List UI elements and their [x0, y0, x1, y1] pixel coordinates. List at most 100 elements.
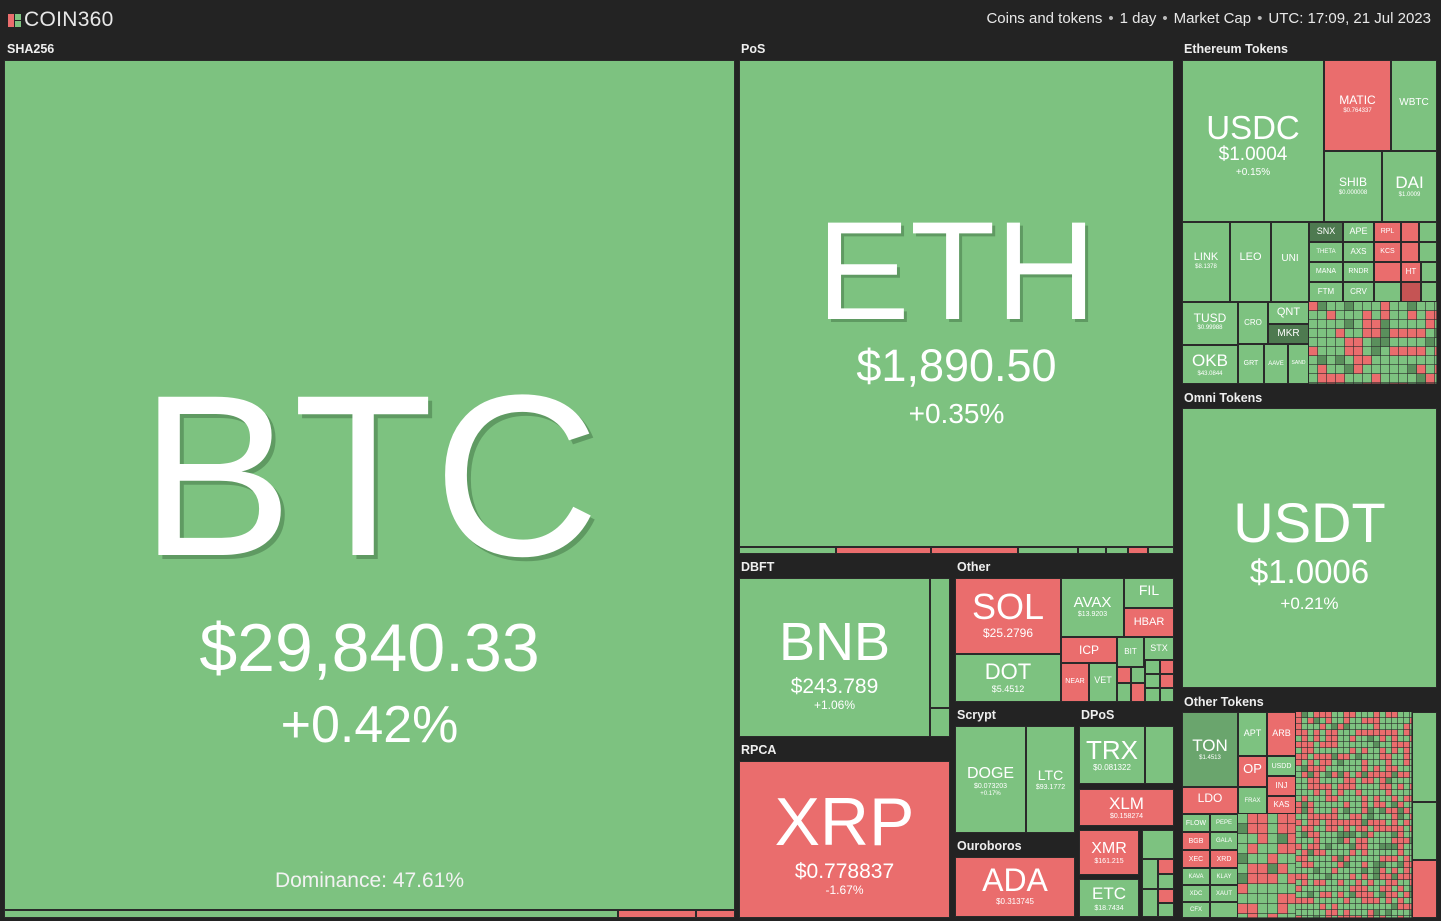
small-cap-cell[interactable]: [1356, 808, 1362, 814]
small-cap-cell[interactable]: [1398, 862, 1404, 868]
eth-token-small-tile[interactable]: [1401, 222, 1419, 242]
small-cap-cell[interactable]: [1314, 844, 1320, 850]
small-cap-cell[interactable]: [1332, 856, 1338, 862]
small-cap-cell[interactable]: [1278, 814, 1288, 824]
small-cap-cell[interactable]: [1344, 736, 1350, 742]
small-cap-cell[interactable]: [1386, 754, 1392, 760]
small-cap-cell[interactable]: [1326, 880, 1332, 886]
small-cap-cell[interactable]: [1386, 820, 1392, 826]
small-cap-cell[interactable]: [1308, 862, 1314, 868]
small-cap-cell[interactable]: [1426, 338, 1435, 347]
small-cap-cell[interactable]: [1426, 302, 1435, 311]
small-cap-cell[interactable]: [1332, 814, 1338, 820]
small-cap-cell[interactable]: [1356, 736, 1362, 742]
small-cap-cell[interactable]: [1308, 844, 1314, 850]
small-cap-cell[interactable]: [1374, 850, 1380, 856]
small-cap-cell[interactable]: [1326, 772, 1332, 778]
small-cap-cell[interactable]: [1392, 838, 1398, 844]
small-cap-cell[interactable]: [1380, 736, 1386, 742]
small-cap-cell[interactable]: [1326, 844, 1332, 850]
small-cap-cell[interactable]: [1345, 311, 1354, 320]
small-cap-cell[interactable]: [1368, 736, 1374, 742]
small-cap-cell[interactable]: [1332, 886, 1338, 892]
small-cap-cell[interactable]: [1368, 826, 1374, 832]
small-cap-cell[interactable]: [1320, 802, 1326, 808]
small-cap-cell[interactable]: [1238, 834, 1248, 844]
small-cap-cell[interactable]: [1398, 838, 1404, 844]
small-cap-cell[interactable]: [1302, 838, 1308, 844]
small-cap-cell[interactable]: [1326, 862, 1332, 868]
small-cap-cell[interactable]: [1338, 772, 1344, 778]
small-cap-cell[interactable]: [1336, 365, 1345, 374]
small-cap-cell[interactable]: [1362, 784, 1368, 790]
small-cap-cell[interactable]: [1336, 302, 1345, 311]
small-cap-cell[interactable]: [1338, 796, 1344, 802]
small-cap-cell[interactable]: [1302, 880, 1308, 886]
small-cap-cell[interactable]: [1338, 736, 1344, 742]
small-cap-cell[interactable]: [1344, 712, 1350, 718]
small-cap-cell[interactable]: [1399, 365, 1408, 374]
small-cap-cell[interactable]: [1332, 724, 1338, 730]
small-cap-cell[interactable]: [1381, 302, 1390, 311]
small-cap-cell[interactable]: [1374, 802, 1380, 808]
small-cap-cell[interactable]: [1380, 874, 1386, 880]
tile-uni[interactable]: UNI: [1271, 222, 1309, 302]
small-cap-cell[interactable]: [1368, 778, 1374, 784]
small-cap-cell[interactable]: [1380, 748, 1386, 754]
small-cap-cell[interactable]: [1410, 850, 1412, 856]
small-cap-cell[interactable]: [1362, 868, 1368, 874]
other-small-tile[interactable]: [1131, 683, 1145, 702]
small-cap-cell[interactable]: [1338, 826, 1344, 832]
small-cap-cell[interactable]: [1362, 736, 1368, 742]
small-cap-cell[interactable]: [1386, 796, 1392, 802]
small-cap-cell[interactable]: [1258, 894, 1268, 904]
small-cap-cell[interactable]: [1386, 886, 1392, 892]
small-cap-cell[interactable]: [1338, 874, 1344, 880]
small-cap-cell[interactable]: [1332, 736, 1338, 742]
small-cap-cell[interactable]: [1356, 832, 1362, 838]
small-cap-cell[interactable]: [1296, 748, 1302, 754]
small-cap-cell[interactable]: [1368, 766, 1374, 772]
small-cap-cell[interactable]: [1410, 754, 1412, 760]
small-cap-cell[interactable]: [1302, 850, 1308, 856]
small-cap-cell[interactable]: [1344, 760, 1350, 766]
tile-shib[interactable]: SHIB $0.000008: [1324, 151, 1382, 222]
small-cap-cell[interactable]: [1308, 838, 1314, 844]
small-cap-cell[interactable]: [1314, 916, 1320, 918]
small-cap-cell[interactable]: [1380, 844, 1386, 850]
small-cap-cell[interactable]: [1398, 874, 1404, 880]
small-cap-cell[interactable]: [1380, 724, 1386, 730]
eth-tokens-small-caps-mosaic[interactable]: [1309, 302, 1437, 384]
small-cap-cell[interactable]: [1386, 826, 1392, 832]
small-cap-cell[interactable]: [1398, 820, 1404, 826]
small-cap-cell[interactable]: [1320, 808, 1326, 814]
small-cap-cell[interactable]: [1332, 730, 1338, 736]
small-cap-cell[interactable]: [1326, 820, 1332, 826]
small-cap-cell[interactable]: [1327, 320, 1336, 329]
tile-xaut[interactable]: XAUT: [1210, 885, 1238, 902]
small-cap-cell[interactable]: [1410, 856, 1412, 862]
small-cap-cell[interactable]: [1344, 904, 1350, 910]
small-cap-cell[interactable]: [1426, 329, 1435, 338]
small-cap-cell[interactable]: [1326, 898, 1332, 904]
small-cap-cell[interactable]: [1314, 880, 1320, 886]
small-cap-cell[interactable]: [1314, 784, 1320, 790]
small-cap-cell[interactable]: [1368, 892, 1374, 898]
small-cap-cell[interactable]: [1302, 802, 1308, 808]
small-cap-cell[interactable]: [1326, 916, 1332, 918]
small-cap-cell[interactable]: [1386, 784, 1392, 790]
small-cap-cell[interactable]: [1296, 784, 1302, 790]
small-cap-cell[interactable]: [1309, 356, 1318, 365]
small-cap-cell[interactable]: [1374, 712, 1380, 718]
small-cap-cell[interactable]: [1381, 320, 1390, 329]
small-cap-cell[interactable]: [1386, 778, 1392, 784]
small-cap-cell[interactable]: [1386, 736, 1392, 742]
small-cap-cell[interactable]: [1344, 808, 1350, 814]
small-cap-cell[interactable]: [1302, 814, 1308, 820]
small-cap-cell[interactable]: [1308, 904, 1314, 910]
small-cap-cell[interactable]: [1368, 730, 1374, 736]
small-cap-cell[interactable]: [1374, 736, 1380, 742]
small-cap-cell[interactable]: [1344, 784, 1350, 790]
small-cap-cell[interactable]: [1363, 356, 1372, 365]
small-cap-cell[interactable]: [1296, 772, 1302, 778]
